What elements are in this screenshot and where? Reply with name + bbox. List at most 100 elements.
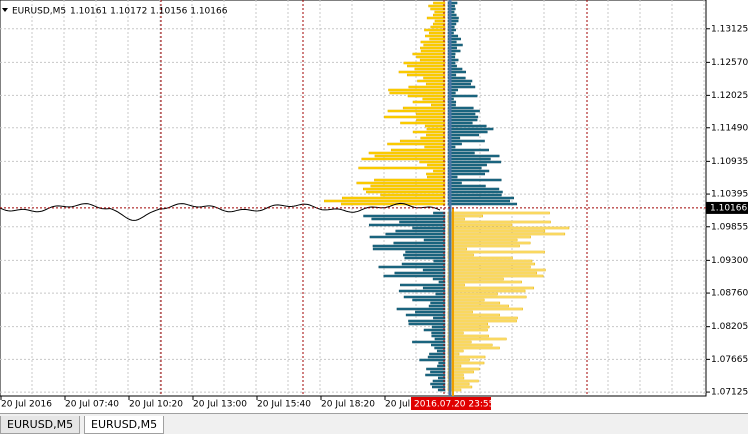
profile-bar [378, 265, 446, 269]
profile-bar [447, 175, 458, 179]
tab[interactable]: EURUSD,M5 [0, 416, 81, 434]
profile-bar [374, 178, 446, 182]
profile-bar [404, 256, 446, 260]
profile-bar [430, 25, 446, 29]
profile-bar [403, 295, 446, 299]
profile-bar [447, 136, 461, 140]
profile-bar [447, 13, 457, 17]
profile-bar [427, 175, 446, 179]
profile-bar [432, 22, 446, 26]
profile-bar [403, 61, 446, 65]
profile-bar [422, 97, 446, 101]
profile-bar [447, 274, 544, 278]
profile-bar [406, 73, 446, 77]
profile-bar [447, 1, 458, 5]
profile-bar [447, 283, 465, 287]
profile-bar [447, 343, 493, 347]
price-tick-label: 1.07125 [711, 388, 748, 398]
profile-bar [447, 58, 459, 62]
profile-bar [447, 88, 458, 92]
profile-bar [447, 157, 491, 161]
profile-bar [398, 70, 446, 74]
profile-bar [447, 151, 475, 155]
profile-bar [447, 37, 461, 41]
profile-bar [437, 364, 446, 368]
profile-bar [399, 220, 446, 224]
profile-bar [447, 379, 479, 383]
tab[interactable]: EURUSD,M5 [84, 416, 165, 434]
profile-bar [425, 34, 446, 38]
profile-bar [424, 145, 446, 149]
profile-bar [447, 301, 501, 305]
profile-bar [447, 280, 522, 284]
profile-bar [400, 121, 446, 125]
profile-bar [447, 73, 457, 77]
profile-bar [380, 193, 446, 197]
profile-bar [385, 232, 446, 236]
profile-bar [447, 172, 485, 176]
profile-bar [431, 103, 446, 107]
profile-bar [447, 7, 456, 11]
profile-bar [422, 268, 446, 272]
profile-bar [447, 313, 500, 317]
profile-bar [401, 262, 446, 266]
menu-arrow[interactable] [2, 8, 8, 12]
profile-bar [366, 190, 446, 194]
tab-bar: EURUSD,M5 EURUSD,M5 [0, 413, 748, 434]
profile-bar [447, 247, 467, 251]
profile-bar [447, 106, 474, 110]
profile-bar [447, 286, 535, 290]
cursor-time-label: 2016.07.20 23:55 [414, 400, 494, 410]
profile-bar [424, 124, 446, 128]
profile-bar [447, 28, 456, 32]
profile-bar [447, 253, 474, 257]
profile-bar [423, 43, 446, 47]
profile-bar [356, 181, 446, 185]
profile-bar [408, 319, 446, 323]
profile-bar [447, 226, 570, 230]
profile-bar [426, 172, 446, 176]
profile-bar [447, 85, 476, 89]
profile-bar [428, 304, 446, 308]
profile-bar [431, 343, 446, 347]
profile-bar [447, 169, 490, 173]
profile-bar [447, 337, 507, 341]
cursor-time-box [411, 397, 491, 410]
profile-bar [416, 55, 446, 59]
profile-bar [447, 82, 471, 86]
profile-bar [447, 112, 476, 116]
profile-bar [405, 313, 446, 317]
profile-bar [426, 127, 446, 131]
profile-bar [415, 112, 446, 116]
profile-bar [423, 238, 446, 242]
profile-bar [447, 64, 457, 68]
profile-bar [447, 298, 485, 302]
profile-bar [447, 373, 464, 377]
profile-bar [447, 214, 483, 218]
profile-bar [412, 226, 446, 230]
profile-bar [408, 322, 446, 326]
profile-bar [447, 79, 473, 83]
profile-bar [435, 292, 446, 296]
profile-bar [447, 334, 489, 338]
profile-bar [447, 376, 465, 380]
profile-bar [447, 187, 500, 191]
profile-bar [447, 358, 470, 362]
profile-bar [447, 223, 513, 227]
profile-bar [419, 58, 446, 62]
profile-bar [447, 307, 523, 311]
profile-bar [395, 229, 446, 233]
profile-bar [447, 40, 457, 44]
profile-bar [419, 358, 446, 362]
profile-bar [324, 199, 446, 203]
profile-bar [423, 328, 446, 332]
profile-bar [429, 37, 446, 41]
profile-bar [447, 277, 504, 281]
profile-bar [417, 79, 446, 83]
time-label: 20 Jul 07:40 [65, 400, 119, 410]
price-tick-label: 1.08760 [711, 289, 748, 299]
profile-bar [398, 289, 446, 293]
profile-bar [447, 388, 462, 392]
ohlc: 1.10161 1.10172 1.10156 1.10166 [70, 7, 228, 17]
profile-bar [447, 115, 479, 119]
